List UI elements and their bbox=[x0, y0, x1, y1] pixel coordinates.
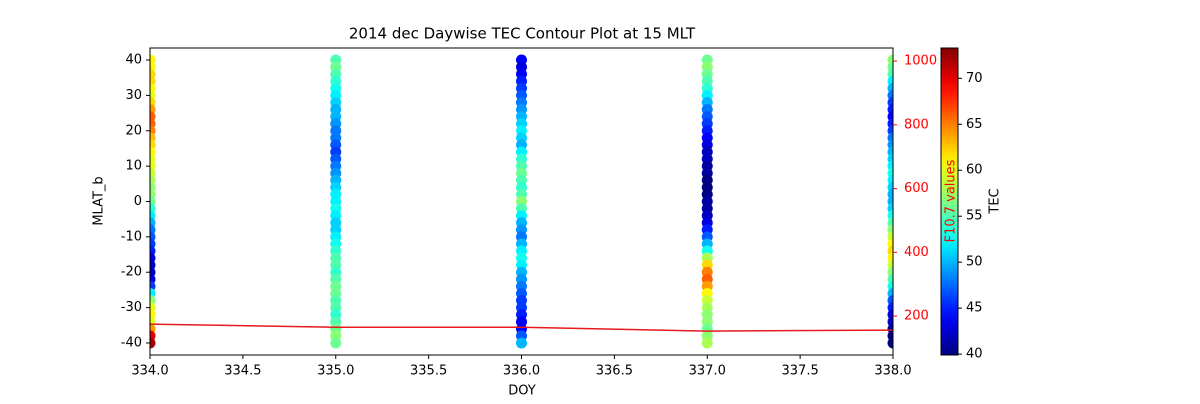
colorbar-tick-label: 65 bbox=[966, 117, 983, 132]
y2-tick-label: 1000 bbox=[904, 54, 937, 69]
scatter-point bbox=[701, 337, 713, 349]
colorbar-tick-label: 45 bbox=[966, 301, 983, 316]
x-tick-label: 336.5 bbox=[596, 364, 633, 379]
colorbar-tick-label: 55 bbox=[966, 209, 983, 224]
y2-tick-label: 200 bbox=[904, 309, 929, 324]
y-tick-label: -10 bbox=[121, 229, 142, 244]
y-tick-label: 0 bbox=[134, 194, 142, 209]
x-tick-label: 338.0 bbox=[874, 364, 911, 379]
y-axis-label: MLAT_b bbox=[92, 176, 107, 225]
scatter-point bbox=[150, 337, 156, 349]
x-tick-label: 337.5 bbox=[782, 364, 819, 379]
colorbar-tick-label: 60 bbox=[966, 163, 983, 178]
y2-axis-label: F10.7 values bbox=[944, 159, 959, 242]
y-tick-label: -40 bbox=[121, 335, 142, 350]
y2-tick-label: 600 bbox=[904, 181, 929, 196]
scatter-point bbox=[887, 337, 893, 349]
x-tick-label: 335.0 bbox=[317, 364, 354, 379]
x-tick-label: 335.5 bbox=[410, 364, 447, 379]
colorbar-label: TEC bbox=[988, 188, 1003, 214]
scatter-point bbox=[330, 337, 342, 349]
scatter-point bbox=[516, 337, 527, 349]
y-tick-label: 30 bbox=[125, 88, 142, 103]
f107-line bbox=[150, 323, 893, 332]
y-tick-label: 20 bbox=[125, 123, 142, 138]
y2-tick-label: 800 bbox=[904, 117, 929, 132]
colorbar-tick-label: 70 bbox=[966, 71, 983, 86]
x-tick-label: 334.0 bbox=[131, 364, 168, 379]
y-tick-label: -30 bbox=[121, 300, 142, 315]
x-tick-label: 337.0 bbox=[689, 364, 726, 379]
axes-layer: 334.0 334.5 335.0 335.5 336.0 336.5 337.0 337.5… bbox=[121, 47, 1003, 379]
colorbar-tick-label: 50 bbox=[966, 255, 983, 270]
x-tick-label: 336.0 bbox=[503, 364, 540, 379]
chart-title: 2014 dec Daywise TEC Contour Plot at 15 … bbox=[349, 25, 696, 43]
points-layer bbox=[150, 54, 893, 349]
y2-tick-label: 400 bbox=[904, 245, 929, 260]
colorbar-tick-label: 40 bbox=[966, 347, 983, 362]
x-axis-label: DOY bbox=[508, 384, 536, 399]
y-tick-label: -20 bbox=[121, 265, 142, 280]
y-tick-label: 10 bbox=[125, 159, 142, 174]
y-tick-label: 40 bbox=[125, 53, 142, 68]
x-tick-label: 334.5 bbox=[224, 364, 261, 379]
colorbar bbox=[940, 47, 959, 356]
